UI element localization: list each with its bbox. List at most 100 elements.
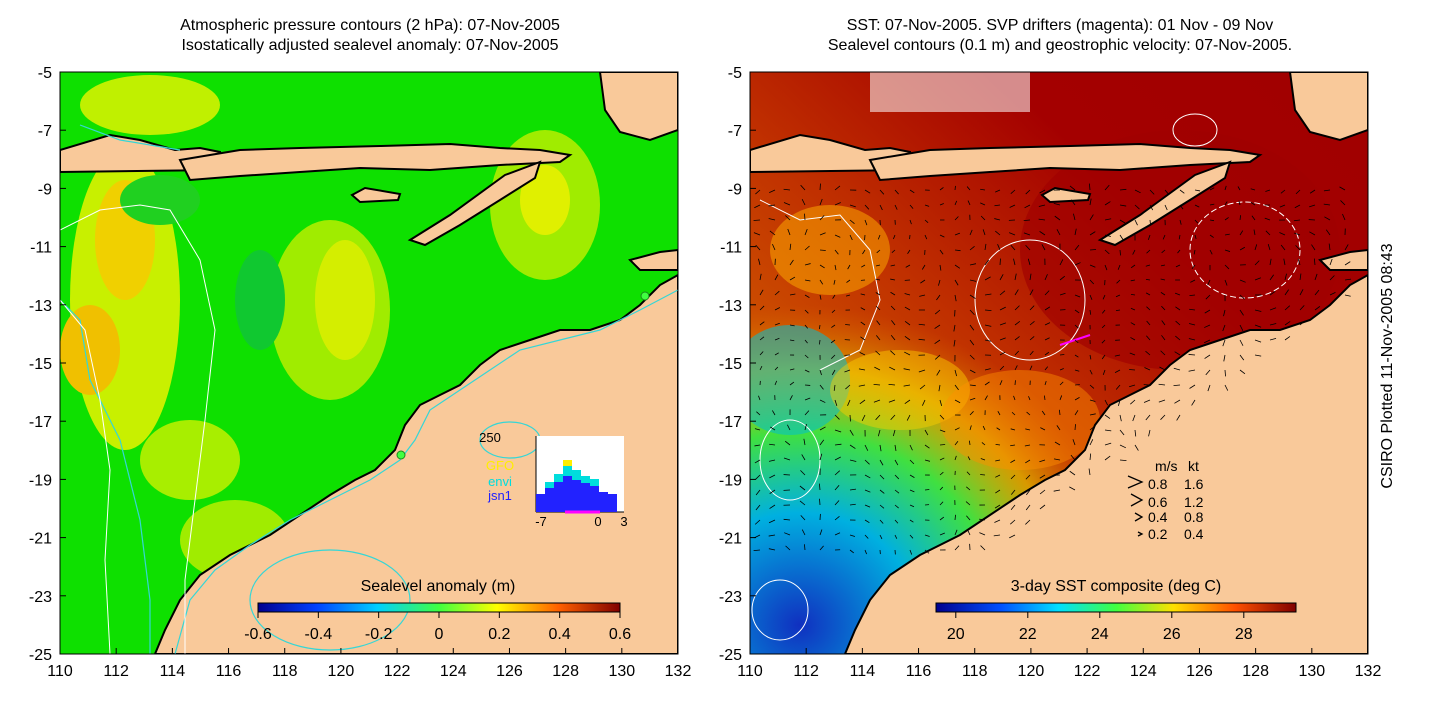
velocity-arrow: [769, 489, 776, 494]
velocity-arrow: [834, 500, 840, 506]
velocity-arrow: [939, 264, 942, 271]
velocity-arrow: [1239, 339, 1244, 346]
velocity-arrow: [1188, 338, 1196, 341]
left-map-x-tick-label: 126: [496, 663, 523, 680]
velocity-arrow: [1280, 189, 1286, 194]
velocity-arrow: [1175, 320, 1181, 326]
velocity-arrow: [768, 459, 776, 462]
velocity-arrow: [1026, 489, 1031, 496]
velocity-arrow: [1250, 188, 1256, 191]
velocity-arrow: [1089, 198, 1092, 206]
velocity-arrow: [1340, 200, 1346, 206]
velocity-arrow: [969, 294, 976, 299]
velocity-arrow: [969, 309, 975, 316]
velocity-arrow: [774, 307, 781, 311]
histogram-bar: [590, 486, 599, 512]
velocity-arrow: [834, 515, 840, 521]
sla-anomaly-patch: [315, 240, 375, 360]
velocity-arrow: [1040, 427, 1046, 431]
velocity-arrow: [938, 279, 941, 286]
left-map-x-tick-label: 120: [328, 663, 355, 680]
velocity-arrow: [1189, 308, 1196, 311]
left-map-x-tick-label: 114: [160, 663, 186, 680]
velocity-arrow: [891, 320, 896, 326]
velocity-arrow: [1102, 294, 1106, 300]
velocity-arrow: [759, 305, 765, 311]
velocity-arrow: [1145, 350, 1151, 356]
velocity-arrow: [804, 294, 810, 298]
velocity-arrow: [1089, 214, 1094, 221]
velocity-arrow: [1224, 217, 1229, 221]
velocity-arrow: [995, 443, 1001, 446]
right-map-x-tick-label: 122: [1074, 663, 1101, 680]
sla-colorbar-tick-label: -0.4: [305, 626, 333, 643]
velocity-arrow: [785, 545, 791, 551]
velocity-arrow: [784, 532, 791, 536]
left-map-field: [60, 72, 678, 654]
sst-colorbar-ticks: 20 22 24 26 28: [947, 612, 1253, 643]
velocity-arrow: [1204, 309, 1211, 314]
velocity-arrow: [982, 229, 986, 236]
velocity-arrow: [1041, 244, 1046, 251]
velocity-arrow: [834, 456, 841, 461]
northern-island: [598, 72, 678, 142]
sst-feature: [750, 325, 850, 435]
velocity-arrow: [981, 442, 986, 446]
velocity-arrow: [953, 324, 956, 332]
velocity-arrow: [1039, 231, 1046, 236]
left-map-y-tick-label: -17: [29, 414, 52, 431]
velocity-arrow: [759, 289, 764, 296]
left-map-axes: 110 112 114 116 118 120 122 124 126 128 130 132 -5 -7…: [29, 65, 692, 680]
velocity-arrow: [1014, 273, 1017, 281]
velocity-arrow: [1314, 273, 1318, 281]
velocity-arrow: [1074, 424, 1076, 431]
velocity-arrow: [864, 489, 871, 493]
velocity-arrow: [1014, 305, 1020, 311]
velocity-arrow: [1129, 384, 1136, 388]
velocity-arrow: [1029, 273, 1032, 281]
velocity-arrow: [1309, 231, 1316, 236]
velocity-arrow: [967, 200, 971, 206]
velocity-arrow: [1309, 189, 1316, 194]
velocity-arrow: [1283, 258, 1286, 266]
velocity-arrow: [819, 249, 826, 251]
velocity-arrow: [834, 414, 840, 420]
velocity-arrow: [831, 309, 836, 314]
velocity-arrow: [890, 305, 896, 311]
right-map-title-line2: Sealevel contours (0.1 m) and geostrophi…: [827, 37, 1293, 54]
velocity-arrow: [1193, 249, 1196, 255]
velocity-arrow: [768, 548, 776, 551]
velocity-arrow: [785, 215, 791, 221]
velocity-arrow: [999, 380, 1003, 386]
sla-colorbar-tick-label: 0.6: [609, 626, 631, 643]
velocity-arrow: [804, 324, 809, 329]
velocity-arrow: [1158, 399, 1166, 403]
velocity-arrow: [1089, 413, 1096, 416]
velocity-arrow: [1223, 309, 1226, 317]
velocity-arrow: [879, 204, 883, 211]
velocity-arrow: [1029, 350, 1034, 356]
velocity-arrow: [819, 453, 823, 461]
left-map-title-line2: Isostatically adjusted sealevel anomaly:…: [181, 37, 559, 54]
velocity-arrow: [1088, 183, 1091, 191]
velocity-arrow: [1119, 459, 1127, 461]
velocity-arrow: [967, 529, 971, 536]
velocity-legend-ms: 0.4: [1148, 509, 1168, 525]
bathymetry-contour: [249, 549, 411, 651]
velocity-arrow: [768, 204, 776, 207]
velocity-arrow: [894, 534, 898, 539]
sealevel-contour: [974, 239, 1086, 361]
velocity-arrow: [1056, 425, 1061, 431]
left-map-x-tick-label: 112: [103, 663, 129, 680]
velocity-arrow: [875, 350, 881, 356]
velocity-arrow: [1160, 414, 1166, 420]
velocity-arrow: [846, 279, 851, 283]
velocity-arrow: [966, 186, 971, 191]
velocity-arrow: [1104, 399, 1109, 406]
velocity-arrow: [1013, 395, 1016, 401]
velocity-arrow: [783, 518, 791, 521]
sst-colorbar-tick-label: 24: [1091, 626, 1109, 643]
velocity-arrow: [804, 397, 811, 401]
velocity-arrow: [906, 414, 911, 421]
velocity-arrow: [979, 532, 986, 536]
